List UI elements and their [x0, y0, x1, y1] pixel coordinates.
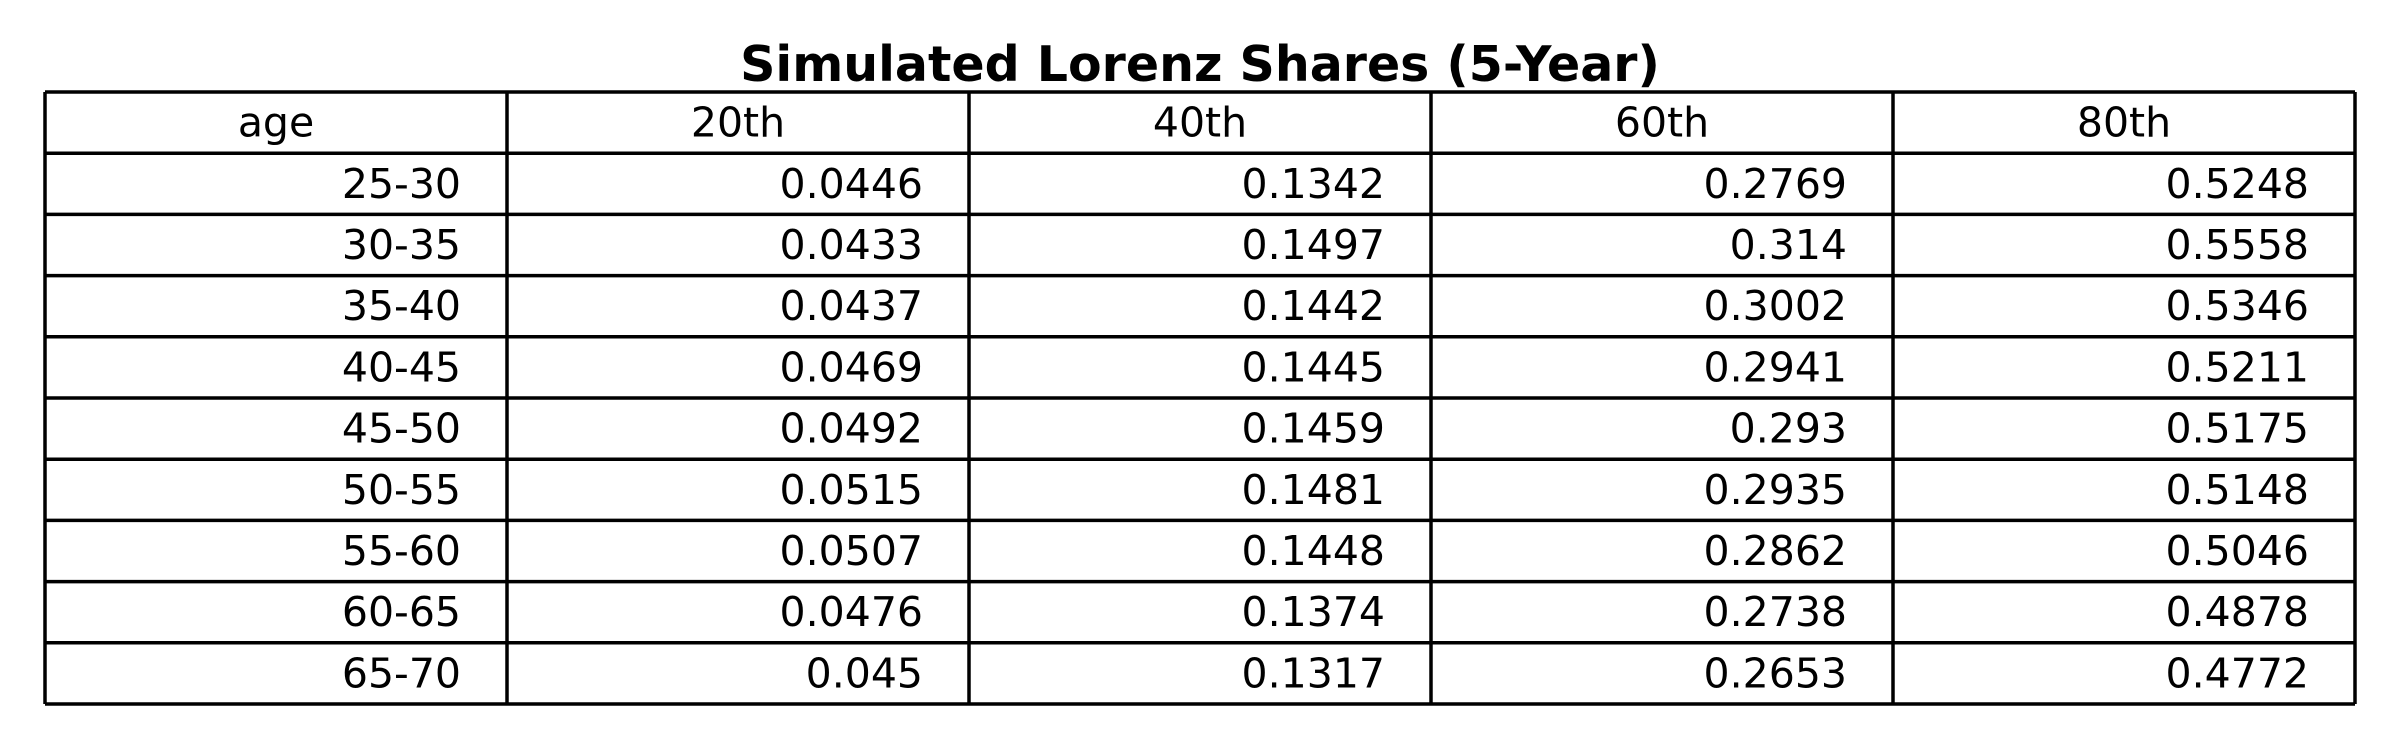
table-cell: 0.2941	[1704, 343, 1847, 391]
table-header-row: age 20th 40th 60th 80th	[238, 99, 2171, 147]
table-cell: 0.0492	[780, 405, 923, 453]
table-row: 50-55 0.0515 0.1481 0.2935 0.5148	[342, 466, 2309, 514]
table-cell: 0.5346	[2166, 282, 2309, 330]
table-cell: 0.5175	[2166, 405, 2309, 453]
table-cell: 0.2738	[1704, 588, 1847, 636]
table-cell: 0.5046	[2166, 527, 2309, 575]
table-grid	[43, 90, 2357, 706]
table-cell: 0.314	[1730, 221, 1847, 269]
table-cell: 0.5248	[2166, 160, 2309, 208]
table-header-cell: age	[238, 99, 314, 147]
table-cell: 0.1448	[1242, 527, 1385, 575]
chart-title: Simulated Lorenz Shares (5-Year)	[740, 36, 1660, 93]
table-cell: 0.5558	[2166, 221, 2309, 269]
table-cell: 45-50	[342, 405, 461, 453]
table-cell: 0.2769	[1704, 160, 1847, 208]
table-cell: 0.2653	[1704, 649, 1847, 697]
table-row: 45-50 0.0492 0.1459 0.293 0.5175	[342, 405, 2309, 453]
table-row: 60-65 0.0476 0.1374 0.2738 0.4878	[342, 588, 2309, 636]
table-header-cell: 40th	[1153, 99, 1247, 147]
table-cell: 65-70	[342, 649, 461, 697]
table-cell: 55-60	[342, 527, 461, 575]
table-cell: 40-45	[342, 343, 461, 391]
table-cell: 35-40	[342, 282, 461, 330]
table-cell: 0.1317	[1242, 649, 1385, 697]
table-row: 35-40 0.0437 0.1442 0.3002 0.5346	[342, 282, 2309, 330]
table-cell: 60-65	[342, 588, 461, 636]
table-cell: 0.1342	[1242, 160, 1385, 208]
table-cell: 0.3002	[1704, 282, 1847, 330]
table-cell: 0.0437	[780, 282, 923, 330]
table-row: 65-70 0.045 0.1317 0.2653 0.4772	[342, 649, 2309, 697]
table-row: 40-45 0.0469 0.1445 0.2941 0.5211	[342, 343, 2309, 391]
table-cell: 0.4772	[2166, 649, 2309, 697]
table-cell: 0.0433	[780, 221, 923, 269]
table-cell: 0.5148	[2166, 466, 2309, 514]
table-cell: 0.5211	[2166, 343, 2309, 391]
table-cell: 0.1374	[1242, 588, 1385, 636]
table-body: 25-30 0.0446 0.1342 0.2769 0.5248 30-35 0.0433…	[342, 160, 2309, 698]
table-row: 30-35 0.0433 0.1497 0.314 0.5558	[342, 221, 2309, 269]
table-cell: 0.0515	[780, 466, 923, 514]
table-cell: 25-30	[342, 160, 461, 208]
table-cell: 0.0507	[780, 527, 923, 575]
table-row: 55-60 0.0507 0.1448 0.2862 0.5046	[342, 527, 2309, 575]
table-cell: 0.1442	[1242, 282, 1385, 330]
table-cell: 0.1497	[1242, 221, 1385, 269]
table-cell: 30-35	[342, 221, 461, 269]
table-cell: 0.0476	[780, 588, 923, 636]
table-cell: 0.4878	[2166, 588, 2309, 636]
table-header-cell: 80th	[2077, 99, 2171, 147]
table-header-cell: 20th	[691, 99, 785, 147]
table-cell: 0.0469	[780, 343, 923, 391]
table-cell: 0.1481	[1242, 466, 1385, 514]
table-cell: 0.2862	[1704, 527, 1847, 575]
table-cell: 0.1445	[1242, 343, 1385, 391]
table-cell: 50-55	[342, 466, 461, 514]
table-cell: 0.0446	[780, 160, 923, 208]
table-row: 25-30 0.0446 0.1342 0.2769 0.5248	[342, 160, 2309, 208]
table-header-cell: 60th	[1615, 99, 1709, 147]
table-cell: 0.1459	[1242, 405, 1385, 453]
table-cell: 0.2935	[1704, 466, 1847, 514]
table-cell: 0.293	[1730, 405, 1847, 453]
table-cell: 0.045	[806, 649, 923, 697]
